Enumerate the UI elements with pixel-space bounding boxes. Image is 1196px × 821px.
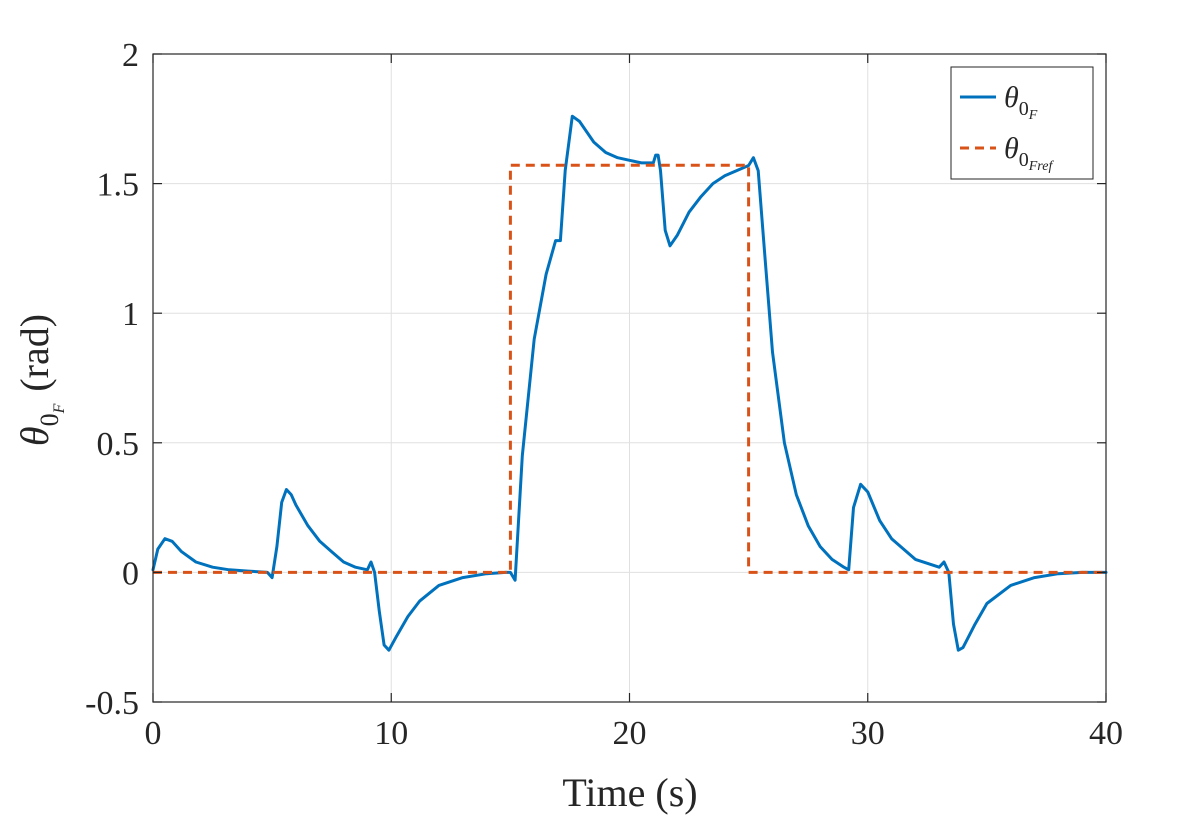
y-axis-label-subsub: F (51, 403, 68, 414)
legend: θ0F θ0Fref (950, 66, 1094, 180)
ticks (152, 53, 1107, 703)
legend-label-theta0Fref: θ0Fref (1004, 132, 1054, 174)
x-tick-label: 10 (374, 715, 408, 752)
y-tick-label: 2 (122, 37, 139, 74)
y-tick-label: 0 (122, 555, 139, 592)
x-tick-label: 0 (145, 715, 162, 752)
x-axis-label: Time (s) (562, 770, 697, 815)
y-axis-label-symbol: θ (12, 426, 57, 446)
x-tick-label: 40 (1089, 715, 1123, 752)
y-tick-labels: -0.5 0 0.5 1 1.5 2 (85, 37, 139, 722)
y-tick-label: -0.5 (85, 685, 139, 722)
y-tick-label: 1 (122, 296, 139, 333)
y-tick-label: 0.5 (97, 426, 140, 463)
legend-box (950, 66, 1094, 180)
x-tick-labels: 0 10 20 30 40 (145, 715, 1124, 752)
y-axis-label-unit: (rad) (12, 314, 57, 392)
plot-area (151, 114, 1108, 652)
y-axis-label-sub: 0 (35, 413, 64, 426)
y-tick-label: 1.5 (97, 167, 140, 204)
x-tick-label: 30 (851, 715, 885, 752)
legend-label-theta0F: θ0F (1004, 81, 1038, 123)
y-axis-label: θ0F (rad) (12, 314, 68, 446)
series-line-theta0F (151, 114, 1108, 652)
x-tick-label: 20 (613, 715, 647, 752)
